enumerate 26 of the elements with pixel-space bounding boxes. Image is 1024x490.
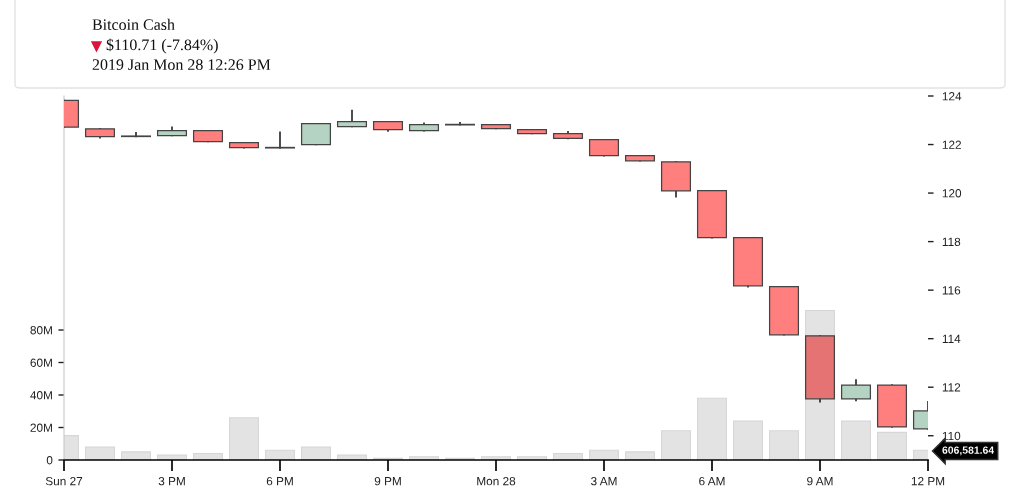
text: 606,581.64	[942, 446, 995, 456]
y2-tick-label: 120	[942, 189, 962, 198]
y2-tick-label: 118	[942, 237, 961, 246]
y2-tick-label: 112	[942, 383, 961, 392]
y-tick-label: 60M	[30, 358, 52, 367]
x-tick-label: 9 AM	[807, 476, 833, 486]
y-tick-label: 20M	[30, 423, 52, 432]
x-tick-label: 6 AM	[699, 476, 725, 486]
x-tick-label: 9 PM	[374, 476, 401, 486]
x-tick-label: 6 PM	[266, 476, 293, 486]
y-tick-label: 40M	[30, 391, 52, 400]
y2-tick-label: 110	[942, 431, 961, 441]
x-tick-label: 3 AM	[591, 476, 617, 486]
x-tick-label: Mon 28	[477, 476, 516, 486]
y2-tick-label: 114	[942, 334, 961, 343]
y2-tick-label: 124	[942, 92, 962, 101]
y-tick-label: 0	[46, 456, 53, 465]
y-tick-label: 80M	[30, 326, 52, 335]
x-tick-label: Sun 27	[45, 476, 83, 486]
y2-tick-label: 116	[942, 286, 961, 295]
x-tick-label: 3 PM	[158, 476, 185, 486]
x-tick-label: 12 PM	[911, 476, 945, 486]
y2-tick-label: 122	[942, 140, 961, 149]
text: 2019 Jan Mon 28 12:26 PM	[92, 59, 271, 71]
chart-subtitle: $110.71 (-7.84%)	[106, 38, 218, 54]
chart-title: Bitcoin Cash	[92, 18, 175, 30]
